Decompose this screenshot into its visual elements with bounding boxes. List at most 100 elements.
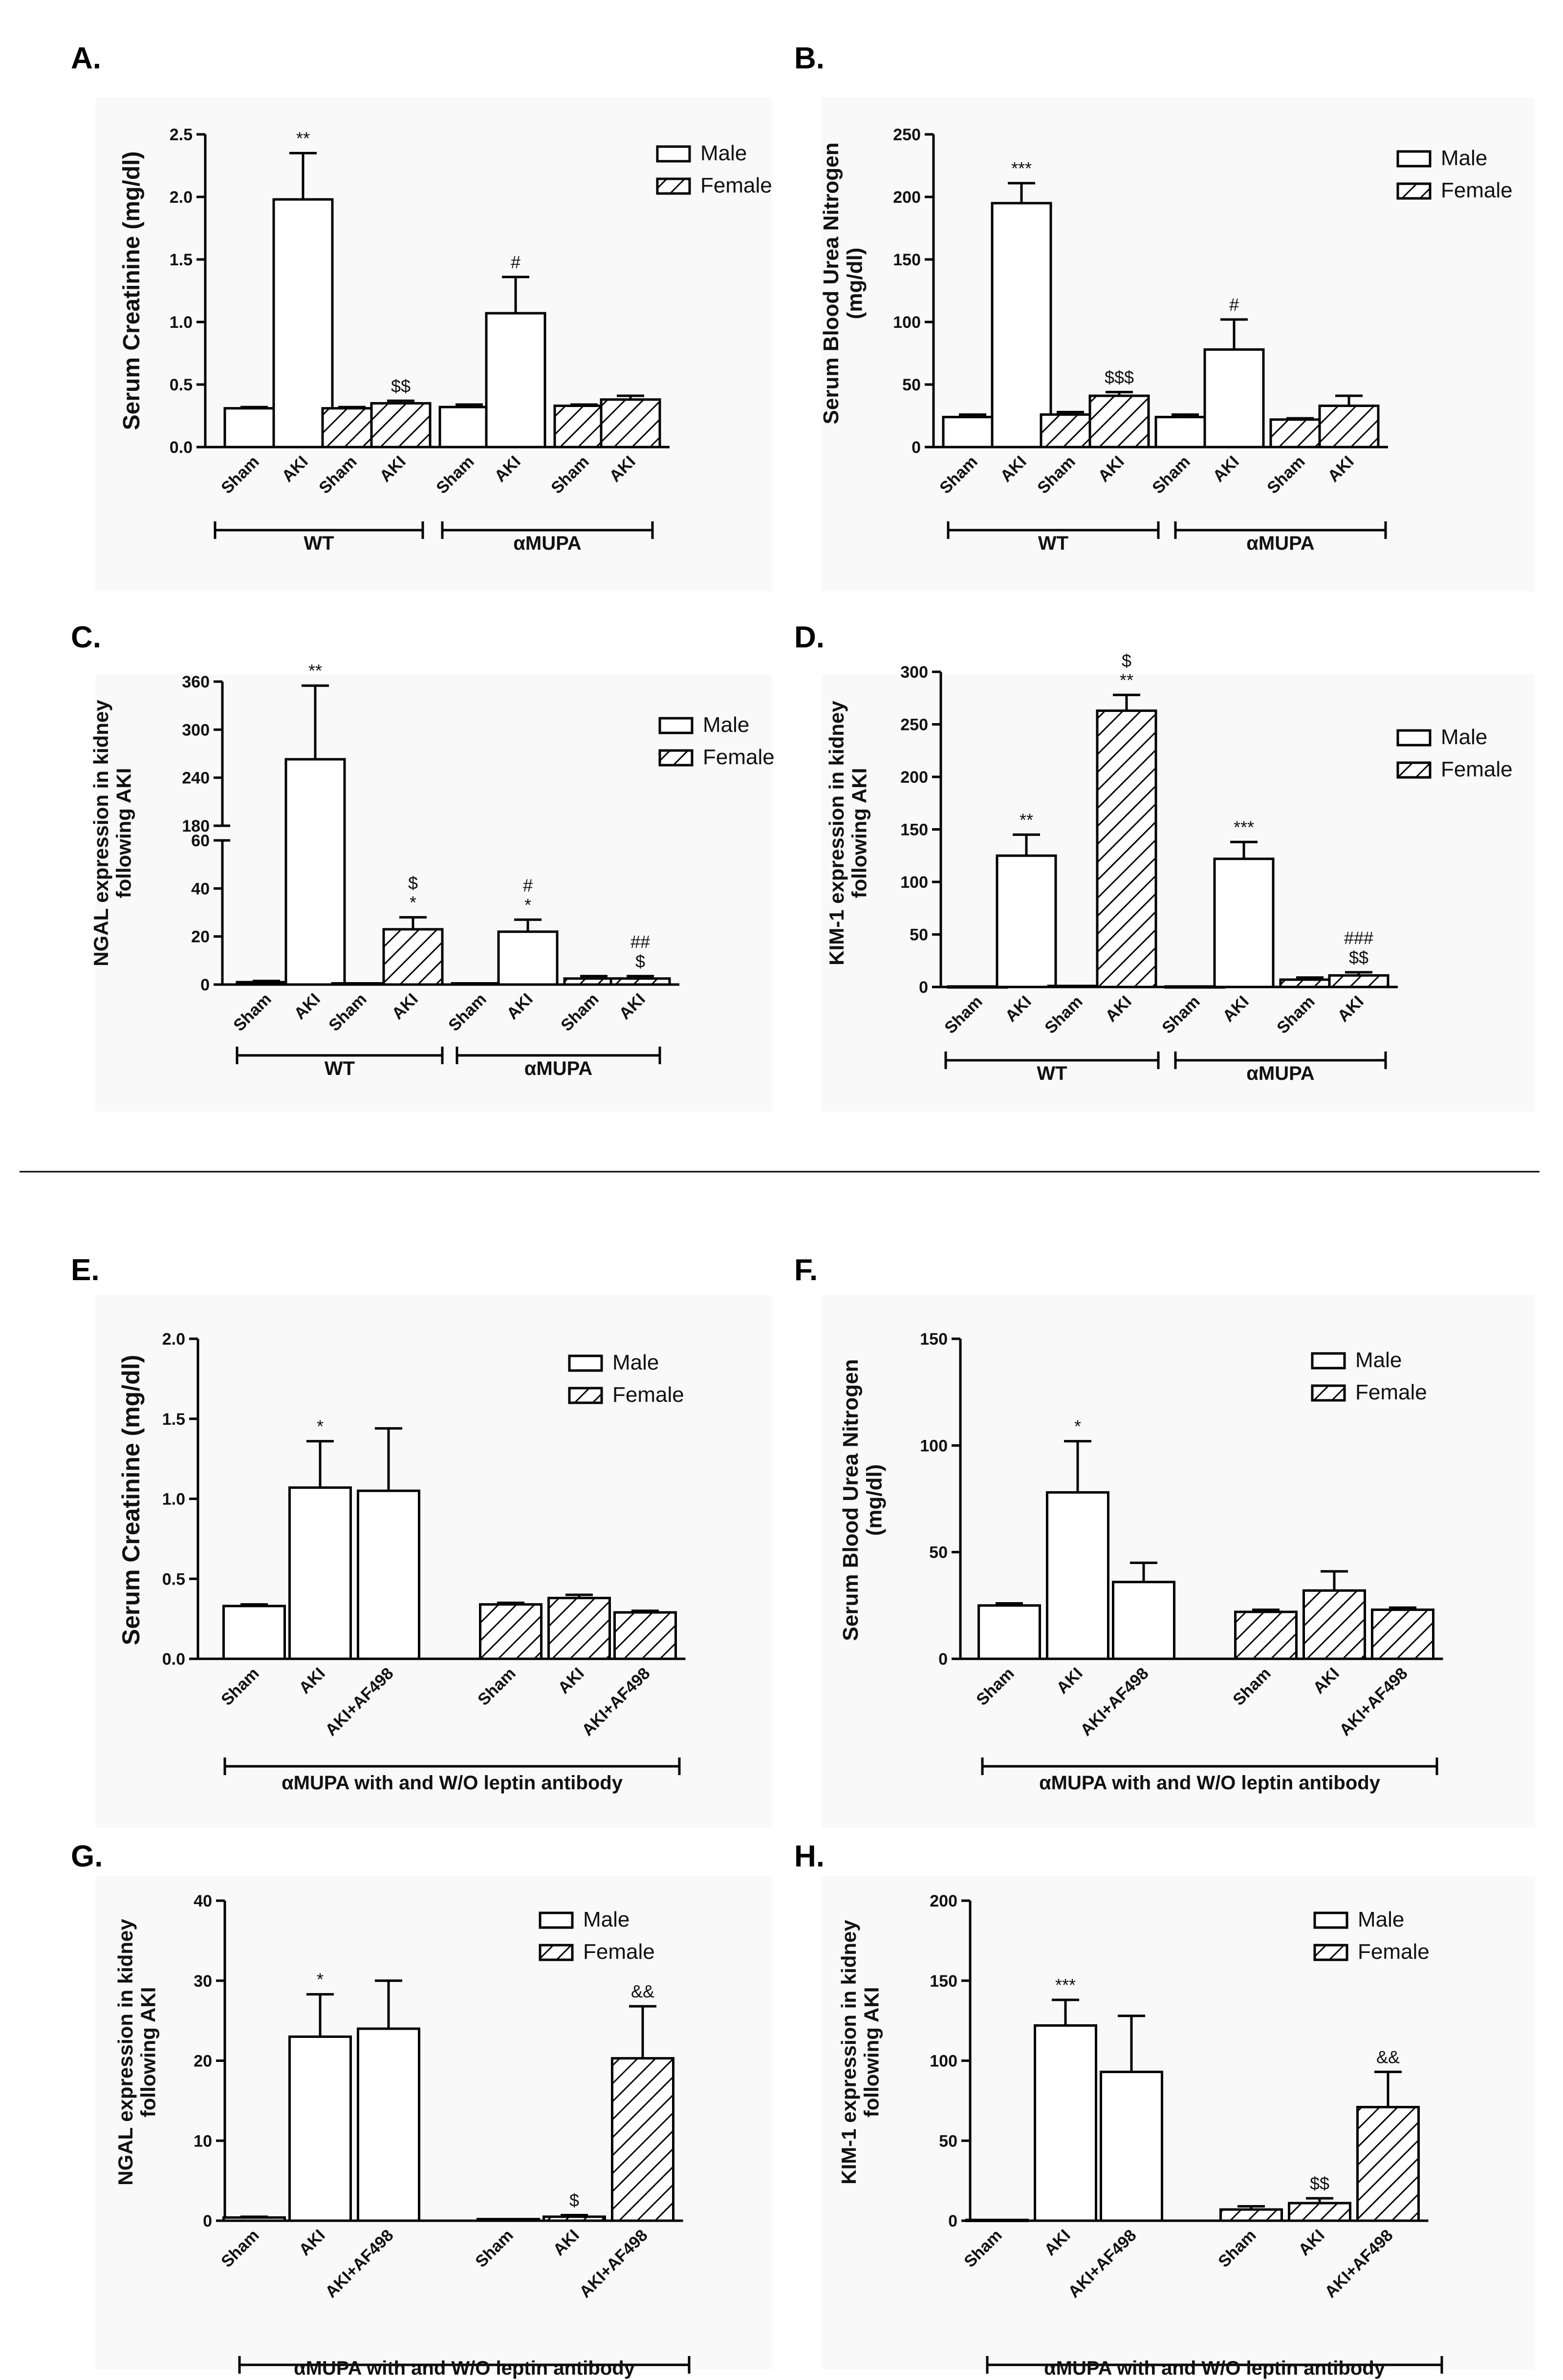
legend-swatch-female — [568, 1387, 603, 1404]
legend-label-female: Female — [1441, 757, 1513, 781]
legend-swatch-male — [656, 145, 691, 163]
chart-g: G. 0 10 20 30 40 NGAL expression in kidneyfoll… — [71, 1840, 772, 2379]
y-axis-label: Serum Blood Urea Nitrogen(mg/dl) — [819, 143, 867, 425]
bar-female — [611, 2057, 674, 2222]
bar-male — [222, 2216, 286, 2222]
chart-background — [95, 98, 772, 591]
panel-label: D. — [794, 621, 825, 654]
significance-label: && — [1376, 2047, 1400, 2067]
y-tick-label: 40 — [191, 879, 210, 898]
bar-male — [272, 198, 334, 449]
y-tick-label: 150 — [930, 1972, 957, 1991]
bar-female — [600, 398, 661, 449]
legend-label-male: Male — [612, 1351, 659, 1374]
y-axis-label: Serum Creatinine (mg/dl) — [117, 1355, 145, 1646]
y-tick-label: 100 — [920, 1437, 948, 1455]
significance-label: * — [317, 1416, 324, 1437]
y-tick-label: 0 — [203, 2212, 212, 2230]
bar-male — [357, 2027, 420, 2222]
bar-male — [497, 930, 559, 986]
chart-background — [821, 1295, 1535, 1827]
significance-label: * — [410, 892, 416, 912]
group-label: WT — [1038, 533, 1068, 554]
legend-label-female: Female — [703, 745, 775, 769]
legend-swatch-male — [539, 1911, 574, 1929]
y-axis-label: NGAL expression in kidneyfollowing AKI — [89, 700, 135, 966]
significance-label: # — [523, 875, 533, 895]
bar-male — [965, 2218, 1029, 2222]
bar-female — [1219, 2208, 1283, 2222]
y-axis-label: Serum Blood Urea Nitrogen(mg/dl) — [839, 1359, 886, 1641]
legend-swatch-female — [1396, 182, 1432, 200]
y-axis-label-line: following AKI — [136, 1987, 159, 2118]
bar-male — [977, 1604, 1041, 1660]
significance-label: $ — [408, 873, 418, 893]
significance-label: $$ — [1349, 947, 1368, 967]
y-tick-label: 1.0 — [162, 1490, 185, 1509]
y-axis-label-line: (mg/dl) — [843, 248, 867, 320]
chart-background — [95, 674, 772, 1112]
y-tick-label: 240 — [182, 769, 210, 788]
bar-male — [288, 2035, 352, 2222]
significance-label: ** — [296, 128, 310, 148]
bar-female — [1328, 974, 1389, 988]
y-tick-label: 2.0 — [162, 1330, 185, 1349]
legend-label-male: Male — [1441, 146, 1487, 170]
y-tick-label: 100 — [930, 2052, 957, 2071]
legend-swatch-male — [1311, 1352, 1346, 1370]
y-tick-label: 50 — [929, 1544, 948, 1562]
significance-label: $$ — [391, 376, 411, 396]
legend-label-female: Female — [1441, 178, 1513, 202]
bar-male — [284, 758, 346, 986]
y-tick-label: 0 — [919, 978, 928, 997]
significance-label: ## — [630, 932, 650, 952]
panel-label: G. — [71, 1840, 103, 1873]
legend-swatch-male — [1313, 1911, 1348, 1929]
legend-label-male: Male — [1358, 1908, 1404, 1931]
chart-background — [821, 98, 1535, 591]
bar-female — [331, 982, 392, 986]
bar-female — [1088, 394, 1150, 449]
panel-label: C. — [71, 621, 101, 654]
significance-label: $ — [1122, 650, 1131, 670]
significance-label: $$$ — [1105, 367, 1134, 387]
group-label: WT — [304, 533, 334, 554]
y-tick-label: 150 — [893, 251, 921, 269]
chart-f: F. 0 50 100 150 Serum Blood Urea Nitrogen(mg/… — [794, 1253, 1535, 1827]
legend-swatch-male — [1396, 150, 1432, 168]
bar-female — [1318, 405, 1380, 449]
y-tick-label: 100 — [900, 873, 928, 892]
legend-swatch-female — [539, 1944, 574, 1961]
y-tick-label: 1.5 — [162, 1410, 185, 1429]
y-tick-label: 200 — [930, 1892, 957, 1910]
y-tick-label: 50 — [910, 926, 928, 944]
y-tick-label: 180 — [182, 817, 210, 836]
legend-label-male: Male — [1355, 1348, 1402, 1372]
significance-label: *** — [1011, 158, 1032, 178]
y-axis-label-line: NGAL expression in kidney — [114, 1919, 137, 2186]
y-tick-label: 60 — [191, 832, 210, 850]
bar-male — [1100, 2070, 1163, 2222]
legend-label-female: Female — [1355, 1380, 1427, 1404]
chart-h: H. 0 50 100 150 200 KIM-1 expression in kidney… — [794, 1840, 1535, 2379]
chart-b: B. 0 50 100 150 200 250 Serum Blood Urea Nitrog… — [794, 42, 1535, 591]
group-label: αMUPA with and W/O leptin antibody — [282, 1772, 623, 1794]
y-tick-label: 150 — [900, 821, 928, 839]
y-axis-label-line: Serum Blood Urea Nitrogen — [839, 1359, 863, 1641]
bar-female — [613, 1611, 677, 1660]
chart-d: D. 0 50 100 150 200 250 300 KIM-1 expression in … — [794, 621, 1535, 1112]
group-label: αMUPA — [1246, 533, 1314, 554]
bar-female — [382, 928, 444, 986]
y-tick-label: 1.5 — [170, 251, 193, 269]
bar-male — [1213, 858, 1275, 988]
bar-female — [477, 2218, 540, 2222]
group-label: αMUPA with and W/O leptin antibody — [1044, 2358, 1386, 2379]
legend-label-female: Female — [583, 1940, 655, 1964]
group-label: αMUPA — [1246, 1063, 1314, 1084]
y-tick-label: 0.0 — [162, 1650, 185, 1669]
group-label: αMUPA — [513, 533, 581, 554]
y-tick-label: 40 — [194, 1892, 212, 1910]
y-axis-label-line: following AKI — [847, 768, 870, 899]
legend-swatch-male — [658, 717, 694, 734]
